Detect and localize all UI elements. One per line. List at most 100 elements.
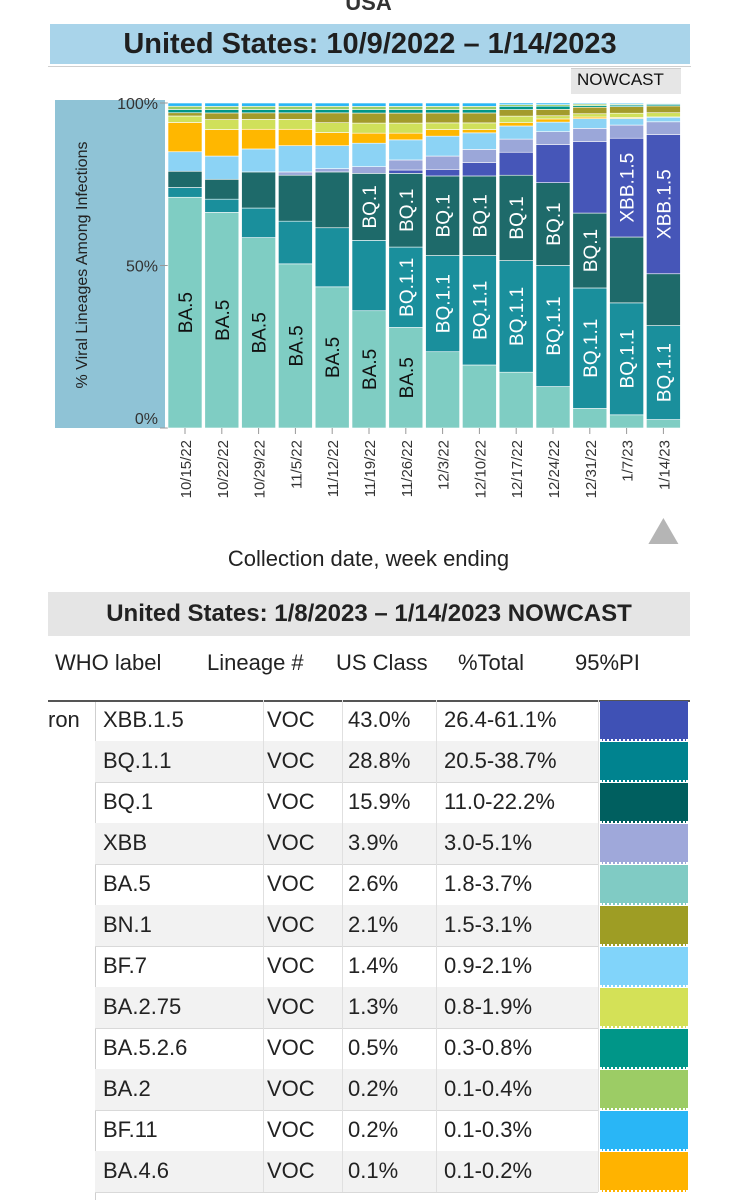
column-separator xyxy=(436,946,437,987)
lineage-cell: BQ.1.1 xyxy=(103,748,172,773)
bar-segment xyxy=(462,162,497,177)
us-class-cell: VOC xyxy=(267,871,315,896)
column-separator xyxy=(436,1028,437,1069)
column-separator xyxy=(598,700,599,741)
table-row: BF.11 VOC 0.2% 0.1-0.3% xyxy=(0,1110,690,1152)
percent-total-cell: 1.3% xyxy=(348,994,399,1019)
bar-segment xyxy=(498,109,534,117)
bar-segment xyxy=(388,169,424,174)
bar-segment xyxy=(351,122,387,134)
bar-data-label: BQ.1.1 xyxy=(397,258,418,317)
table-row: BA.5 VOC 2.6% 1.8-3.7% xyxy=(0,864,690,906)
x-tick-label: 12/17/22 xyxy=(509,440,526,498)
bar-data-label: XBB.1.5 xyxy=(654,169,675,239)
bar-data-label: BQ.1 xyxy=(470,194,491,237)
row-background xyxy=(95,905,598,947)
bar-segment xyxy=(388,139,424,161)
bar-segment xyxy=(646,105,681,114)
bar-segment xyxy=(278,263,313,429)
bar-segment xyxy=(535,121,571,132)
bar-segment xyxy=(425,255,460,353)
table-header: WHO label Lineage # US Class %Total 95%P… xyxy=(0,648,737,682)
bar-segment xyxy=(204,119,240,130)
percent-total-cell: 15.9% xyxy=(348,789,411,814)
bar-segment xyxy=(462,255,497,366)
nowcast-tag: NOWCAST xyxy=(571,68,681,94)
table-row: BA.2.75 VOC 1.3% 0.8-1.9% xyxy=(0,987,690,1029)
bar-segment xyxy=(204,129,240,157)
percent-total-cell: 2.6% xyxy=(348,871,399,896)
bar-segment xyxy=(425,106,460,110)
lineage-cell: BQ.1 xyxy=(103,789,154,814)
chart-title: United States: 10/9/2022 – 1/14/2023 xyxy=(50,24,690,64)
percent-total-cell: 1.4% xyxy=(348,953,399,978)
bar-segment xyxy=(498,125,534,140)
x-tick-label: 11/19/22 xyxy=(362,440,379,497)
column-separator xyxy=(436,864,437,905)
bar-segment xyxy=(462,132,497,150)
bar-segment xyxy=(241,102,276,107)
column-separator xyxy=(263,1110,264,1151)
x-tick-label: 12/10/22 xyxy=(472,440,489,498)
table-row: ron XBB.1.5 VOC 43.0% 26.4-61.1% xyxy=(0,700,690,742)
bar-data-label: BA.5 xyxy=(250,312,271,353)
bar-segment xyxy=(388,122,424,134)
lineage-color-swatch xyxy=(600,865,688,905)
pi-cell: 20.5-38.7% xyxy=(444,748,557,773)
bar-segment xyxy=(425,351,460,429)
nowcast-table-title: United States: 1/8/2023 – 1/14/2023 NOWC… xyxy=(48,592,690,636)
column-separator xyxy=(342,864,343,905)
lineage-color-swatch xyxy=(600,1152,688,1192)
bar-segment xyxy=(462,112,497,124)
bar-segment xyxy=(204,198,240,213)
bar-segment xyxy=(278,112,313,120)
column-separator xyxy=(436,782,437,823)
bar-data-label: BQ.1 xyxy=(544,202,565,245)
bar-segment xyxy=(278,119,313,130)
pi-cell: 0.1-0.4% xyxy=(444,1076,533,1101)
bar-segment xyxy=(425,109,460,114)
bar-segment xyxy=(204,155,240,180)
bar-segment xyxy=(278,174,313,222)
bar-segment xyxy=(388,132,424,141)
lineage-cell: BN.1 xyxy=(103,912,152,937)
bar-segment xyxy=(462,109,497,114)
who-label-cell: ron xyxy=(48,707,80,732)
column-separator xyxy=(598,864,599,905)
bar-segment xyxy=(609,118,644,126)
us-class-cell: VOC xyxy=(267,789,315,814)
table-row: BA.2 VOC 0.2% 0.1-0.4% xyxy=(0,1069,690,1111)
x-tick-label: 12/24/22 xyxy=(546,440,563,498)
column-separator xyxy=(598,987,599,1028)
bar-segment xyxy=(314,102,350,107)
table-row: BQ.1 VOC 15.9% 11.0-22.2% xyxy=(0,782,690,824)
lineage-cell: BA.5.2.6 xyxy=(103,1035,188,1060)
us-class-cell: VOC xyxy=(267,748,315,773)
lineage-cell: BA.2.75 xyxy=(103,994,182,1019)
pi-cell: 1.5-3.1% xyxy=(444,912,533,937)
bar-segment xyxy=(646,325,681,420)
bar-segment xyxy=(388,159,424,171)
column-separator xyxy=(342,946,343,987)
bar-segment xyxy=(498,151,534,176)
lineage-color-swatch xyxy=(600,783,688,823)
variant-proportions-chart: % Viral Lineages Among Infections 0% 50% 10… xyxy=(55,96,681,544)
bar-segment xyxy=(388,246,424,328)
bar-segment xyxy=(609,302,644,416)
title-divider xyxy=(48,66,691,67)
bar-data-label: BQ.1.1 xyxy=(470,281,491,340)
bar-segment xyxy=(167,112,203,117)
bar-data-label: BQ.1 xyxy=(397,189,418,232)
x-tick-label: 10/22/22 xyxy=(215,440,232,498)
lineage-color-swatch xyxy=(600,824,688,864)
column-separator xyxy=(263,741,264,782)
column-separator xyxy=(263,700,264,741)
bar-segment xyxy=(351,310,387,429)
bar-segment xyxy=(204,106,240,110)
bar-data-label: BQ.1 xyxy=(581,229,602,272)
bar-data-label: BQ.1.1 xyxy=(544,296,565,355)
percent-total-cell: 0.2% xyxy=(348,1117,399,1142)
bar-segment xyxy=(535,144,571,183)
bar-segment xyxy=(498,122,534,127)
bar-segment xyxy=(535,265,571,387)
